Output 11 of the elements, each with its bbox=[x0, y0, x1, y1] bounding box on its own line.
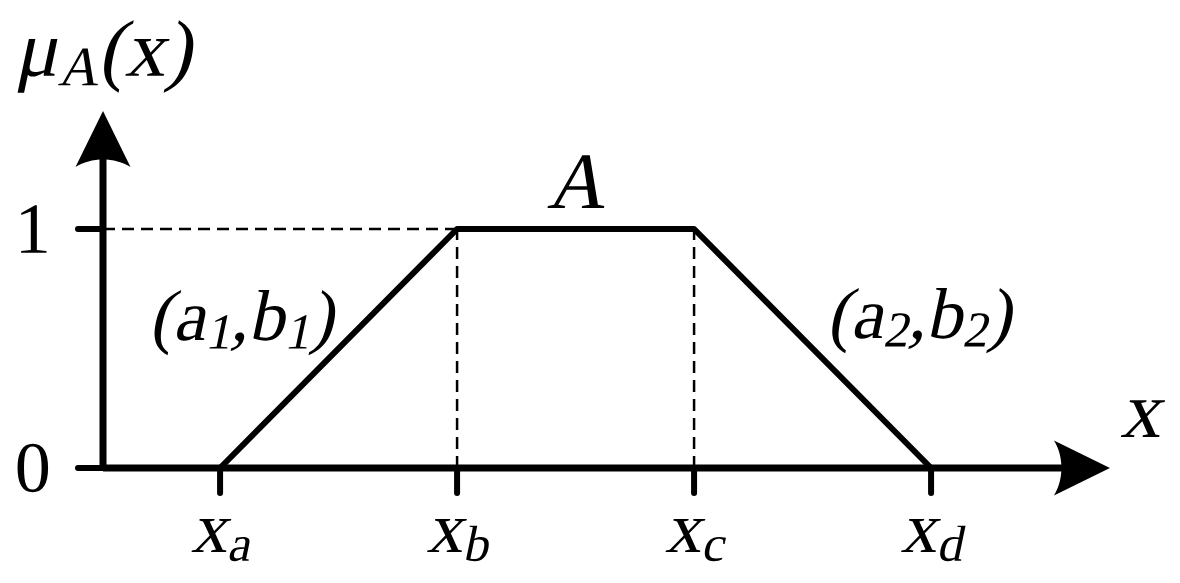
annotation: A bbox=[547, 155, 605, 208]
x-tick-label: x$_{c}$ bbox=[665, 518, 726, 562]
annotation: (a$_{2}$,b$_{2}$) bbox=[832, 288, 1013, 354]
y-tick-label: 1 bbox=[21, 205, 47, 253]
x-tick-label: x$_{d}$ bbox=[901, 518, 966, 562]
x-tick-label: x$_{b}$ bbox=[427, 518, 489, 562]
annotation: (a$_{1}$,b$_{1}$) bbox=[154, 290, 336, 356]
x-axis-title: x bbox=[1120, 400, 1166, 437]
x-tick-label: x$_{a}$ bbox=[191, 518, 250, 562]
y-tick-label: 0 bbox=[17, 443, 49, 493]
y-axis-title: μ$_{A}$(x) bbox=[17, 20, 194, 93]
